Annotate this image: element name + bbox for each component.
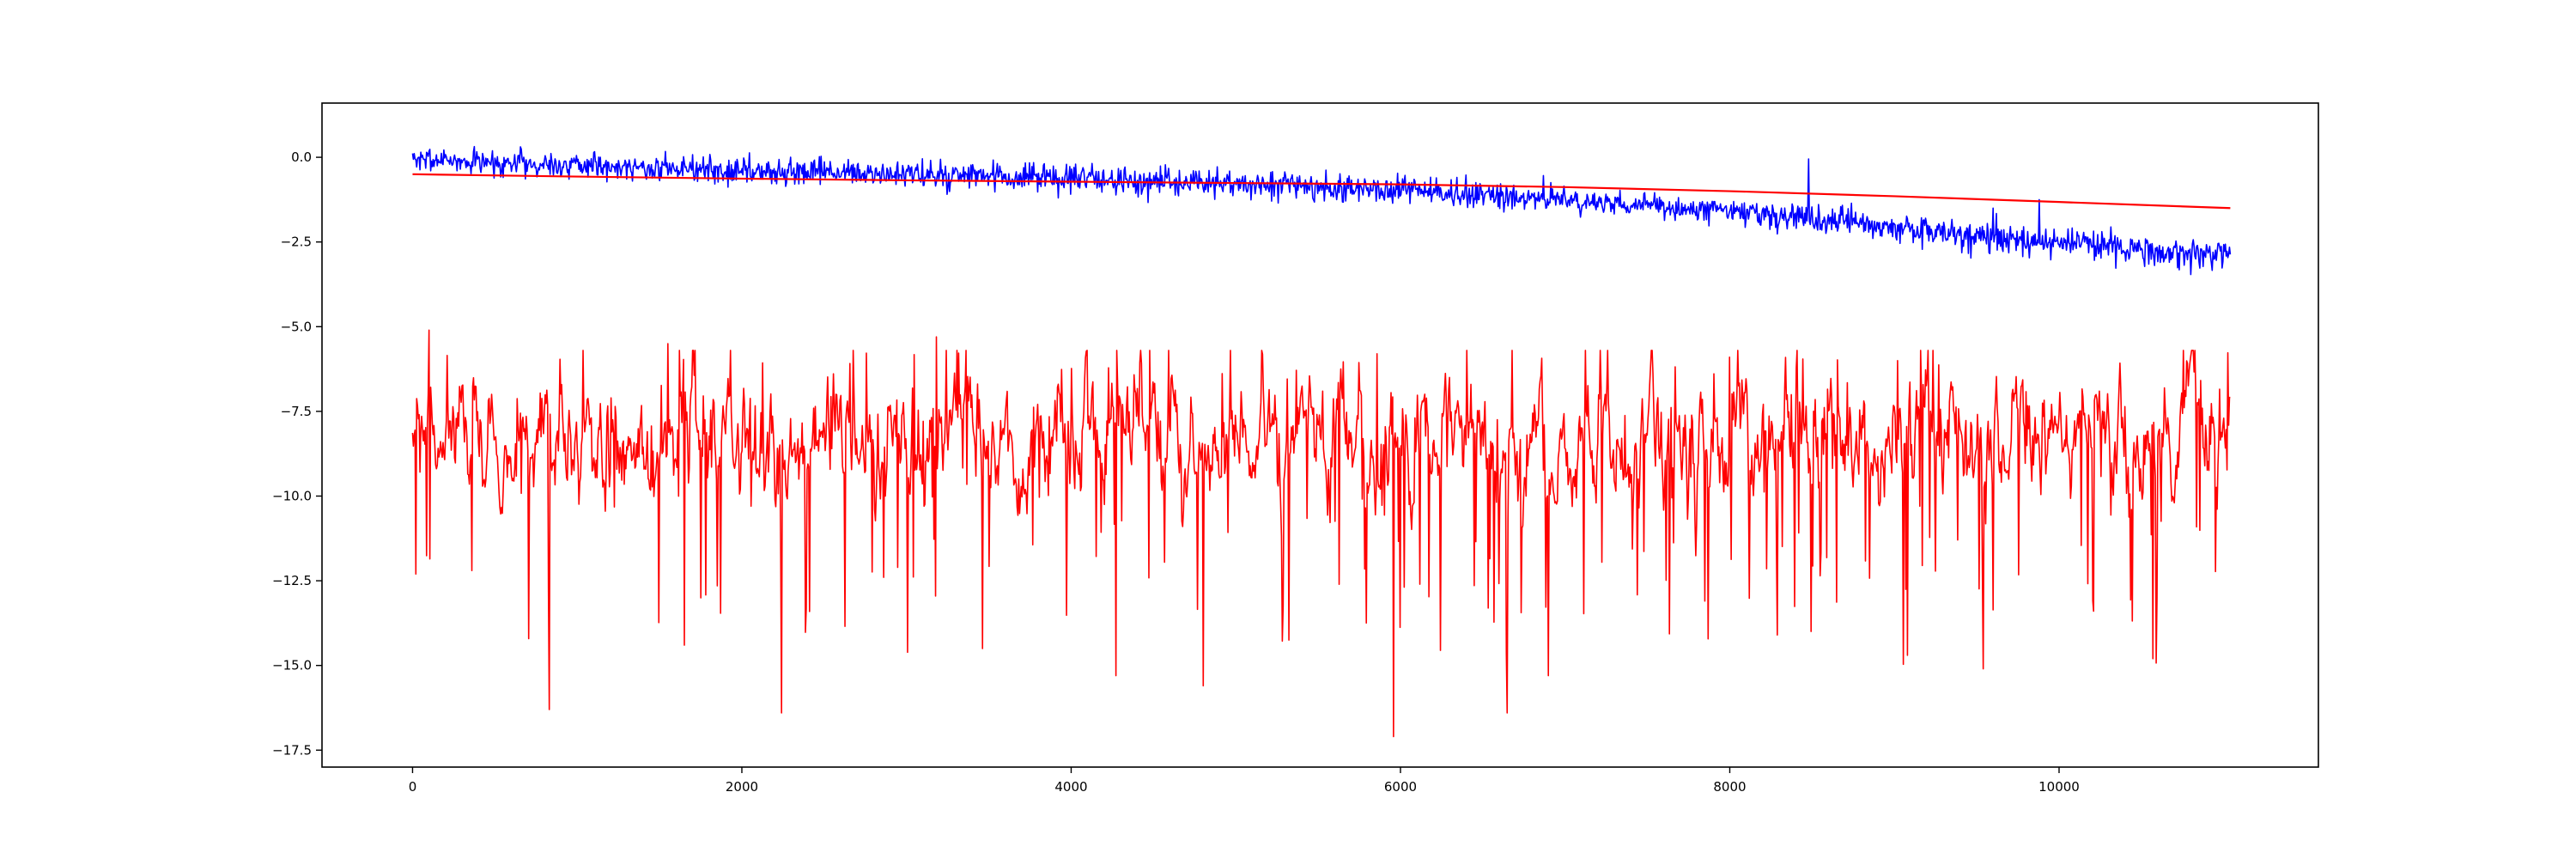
x-tick-label: 0 <box>409 779 417 795</box>
x-axis: 0 2000 4000 6000 8000 10000 <box>409 767 2080 795</box>
series-line-2 <box>412 173 2231 210</box>
y-tick-label: −17.5 <box>272 742 312 758</box>
y-axis: 0.0 −2.5 −5.0 −7.5 −10.0 −12.5 −15.0 −17.5 <box>272 149 322 758</box>
y-tick-label: 0.0 <box>291 149 312 165</box>
series-layer <box>411 145 2232 738</box>
y-tick-label: −12.5 <box>272 573 312 588</box>
series-line-1 <box>411 145 2232 276</box>
x-tick-label: 4000 <box>1054 779 1087 795</box>
x-tick-label: 8000 <box>1713 779 1746 795</box>
y-tick-label: −10.0 <box>272 488 312 503</box>
y-tick-label: −15.0 <box>272 658 312 673</box>
x-tick-label: 2000 <box>726 779 758 795</box>
y-tick-label: −2.5 <box>281 235 312 250</box>
series-line-3 <box>411 329 2231 738</box>
x-tick-label: 6000 <box>1384 779 1417 795</box>
y-tick-label: −5.0 <box>281 319 312 334</box>
y-tick-label: −7.5 <box>281 404 312 419</box>
plot-frame <box>321 102 2319 768</box>
x-tick-label: 10000 <box>2038 779 2080 795</box>
